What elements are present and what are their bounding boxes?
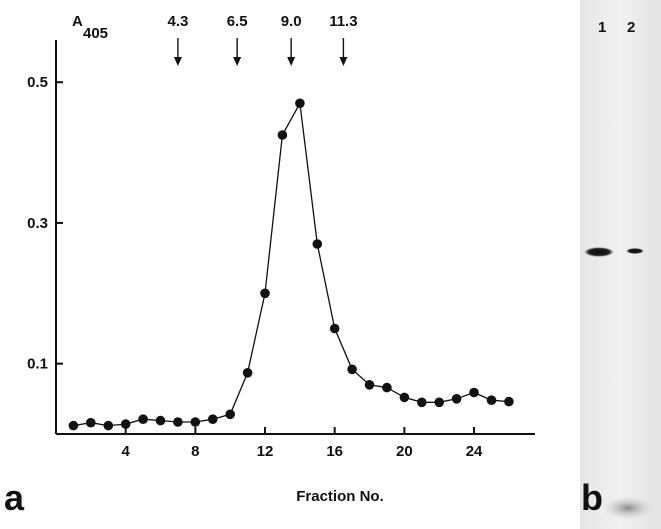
x-tick-label: 12 xyxy=(257,443,274,460)
data-point xyxy=(86,417,96,428)
molecular-weight-markers: 4.3 6.5 9.0 11.3 xyxy=(167,13,358,66)
band-lane-2 xyxy=(626,248,644,254)
panel-a-label: a xyxy=(4,477,25,518)
elution-profile-chart: 0.1 0.3 0.5 4 8 12 16 20 24 4.3 6.5 9.0 11.3 A 405… xyxy=(4,13,535,518)
y-ticks: 0.1 0.3 0.5 xyxy=(27,74,63,373)
blot-membrane xyxy=(580,0,661,529)
lane-label-1: 1 xyxy=(598,19,606,36)
data-point xyxy=(295,98,305,109)
data-point xyxy=(68,420,79,431)
data-points xyxy=(68,98,514,431)
data-point xyxy=(155,415,166,426)
data-point xyxy=(469,387,479,398)
marker-arrow-head xyxy=(287,57,296,66)
marker-arrow-head xyxy=(233,57,242,66)
marker-label: 9.0 xyxy=(281,13,302,30)
data-point xyxy=(382,382,392,393)
series-line xyxy=(73,101,509,427)
panel-b-label: b xyxy=(581,477,603,518)
data-point xyxy=(208,414,218,425)
data-point xyxy=(190,417,201,427)
data-point xyxy=(312,239,323,249)
data-point xyxy=(173,417,183,427)
y-tick-label: 0.3 xyxy=(27,215,48,232)
data-point xyxy=(504,396,514,407)
x-tick-label: 20 xyxy=(396,443,413,460)
data-point xyxy=(364,380,375,390)
data-point xyxy=(434,397,445,408)
data-point xyxy=(225,409,235,420)
data-point xyxy=(260,288,270,299)
marker-arrow-head xyxy=(173,57,182,66)
data-point xyxy=(417,397,427,408)
data-point xyxy=(399,392,410,403)
band-lane-1 xyxy=(584,247,614,257)
x-tick-label: 16 xyxy=(326,443,343,460)
marker-label: 11.3 xyxy=(329,13,357,30)
data-point xyxy=(486,395,497,406)
data-point xyxy=(277,130,288,140)
x-tick-label: 4 xyxy=(122,443,131,460)
marker-arrow-head xyxy=(339,57,348,66)
y-axis-label: A xyxy=(72,13,83,30)
western-blot-panel: 1 2 b xyxy=(580,0,661,529)
data-point xyxy=(103,420,114,431)
data-point xyxy=(242,368,253,378)
data-point xyxy=(138,414,148,425)
data-point xyxy=(347,364,357,375)
data-point xyxy=(120,419,131,429)
data-point xyxy=(329,323,340,334)
marker-label: 6.5 xyxy=(227,13,248,30)
x-ticks: 4 8 12 16 20 24 xyxy=(122,427,483,460)
x-axis-label: Fraction No. xyxy=(296,488,384,505)
y-axis-label-subscript: 405 xyxy=(83,25,108,42)
y-tick-label: 0.1 xyxy=(27,356,48,373)
lane-label-2: 2 xyxy=(627,19,635,36)
x-tick-label: 8 xyxy=(191,443,199,460)
y-tick-label: 0.5 xyxy=(27,74,48,91)
data-point xyxy=(451,394,462,404)
x-tick-label: 24 xyxy=(466,443,483,460)
marker-label: 4.3 xyxy=(167,13,188,30)
blot-smudge xyxy=(602,496,654,520)
